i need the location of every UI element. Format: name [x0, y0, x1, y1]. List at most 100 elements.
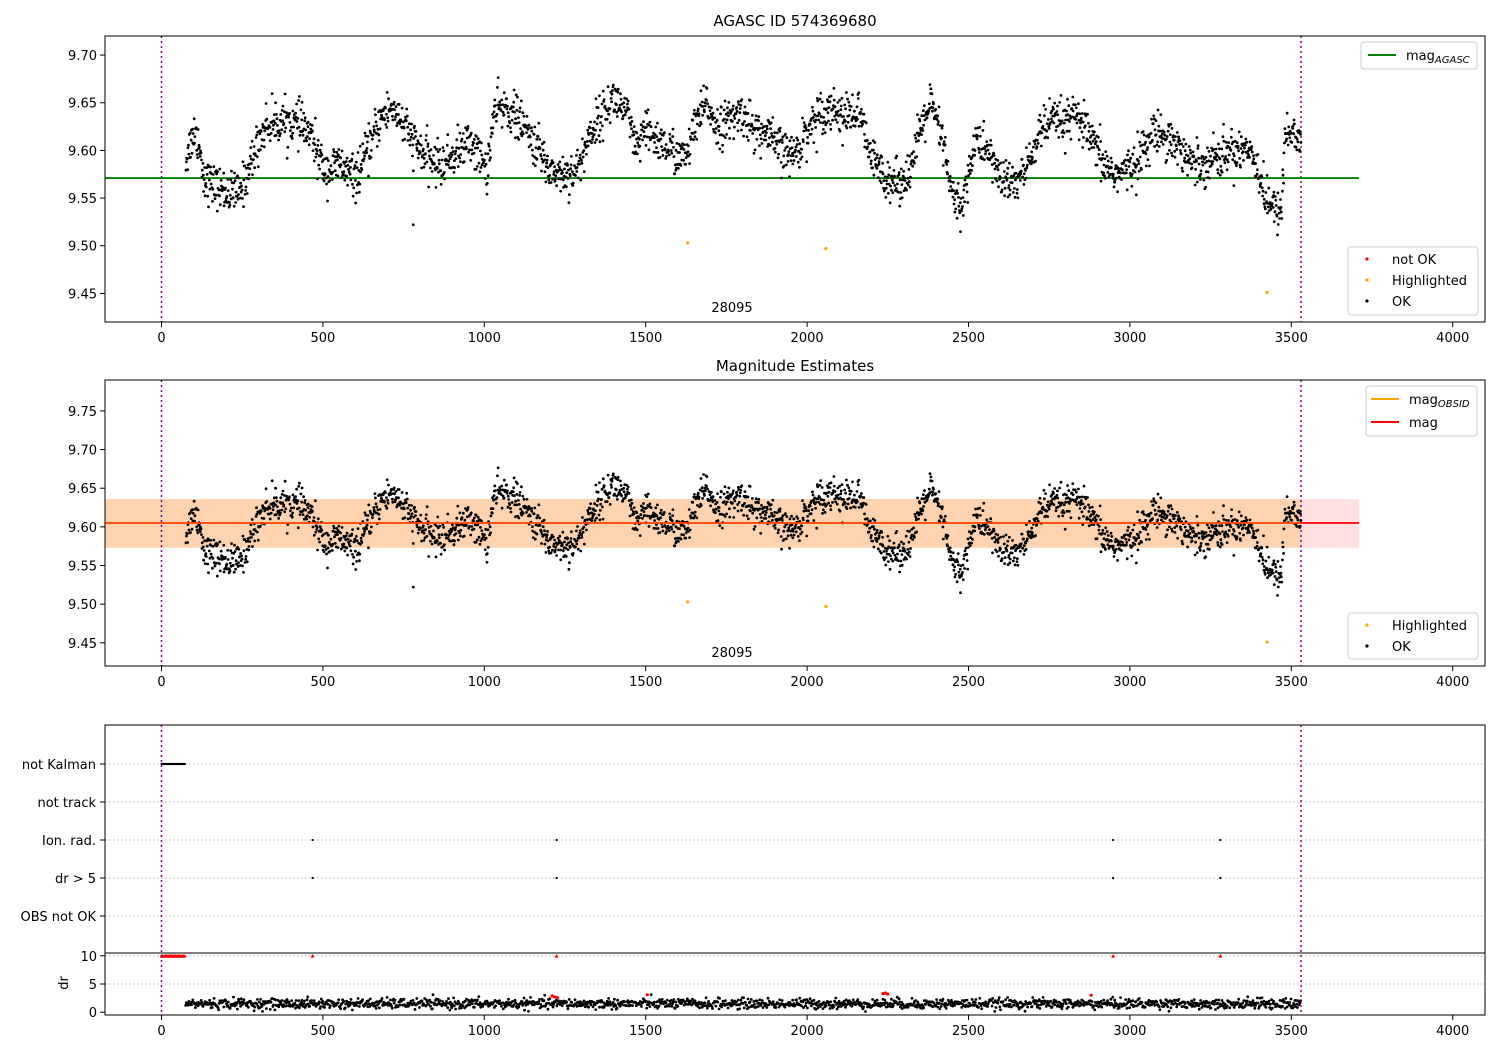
ok-point: [973, 529, 976, 533]
ok-point: [1048, 97, 1051, 100]
ok-point: [561, 155, 565, 159]
ok-point: [301, 129, 304, 133]
ok-point: [1246, 156, 1249, 159]
ok-point: [872, 525, 875, 528]
ok-point: [1265, 174, 1269, 177]
ok-point: [587, 512, 591, 516]
ok-point: [427, 185, 431, 189]
ok-point: [796, 517, 800, 520]
ok-point: [667, 529, 671, 532]
ok-point: [620, 494, 623, 498]
ok-point: [1102, 163, 1106, 167]
ok-point: [255, 506, 258, 510]
ok-point: [839, 489, 843, 493]
ok-point: [450, 528, 454, 532]
ok-point: [711, 111, 715, 115]
ok-point: [661, 133, 665, 137]
ok-point: [1077, 138, 1081, 142]
ok-point: [325, 531, 329, 535]
ok-point: [578, 536, 581, 540]
ok-point: [219, 178, 223, 182]
ok-point: [668, 132, 672, 136]
ok-point: [1202, 178, 1206, 182]
ok-point: [545, 161, 548, 165]
ok-point: [315, 525, 319, 529]
ok-point: [936, 114, 940, 118]
ok-point: [1190, 536, 1194, 540]
ok-point: [586, 128, 590, 132]
ok-point: [536, 135, 540, 138]
ok-point: [857, 124, 861, 128]
ok-point: [1077, 516, 1081, 520]
ok-point: [737, 118, 741, 122]
ok-point: [496, 474, 499, 478]
ok-point: [346, 553, 349, 557]
ok-point: [1016, 196, 1020, 200]
ok-point: [999, 547, 1002, 551]
ok-point: [718, 524, 722, 527]
ok-point: [931, 106, 935, 110]
ok-point: [1183, 531, 1187, 535]
ok-point: [285, 111, 288, 115]
ok-point: [506, 124, 510, 128]
ok-point: [435, 147, 438, 151]
ok-point: [999, 176, 1002, 180]
ok-point: [486, 545, 490, 549]
ok-point: [1036, 141, 1040, 145]
ok-point: [816, 99, 820, 103]
ok-point: [653, 141, 656, 144]
ok-point: [1124, 533, 1127, 537]
ok-point: [291, 493, 295, 497]
ok-point: [659, 508, 663, 512]
ok-point: [1040, 131, 1044, 135]
ok-point: [814, 118, 818, 122]
ok-point: [745, 135, 749, 139]
ok-point: [738, 494, 742, 498]
ok-point: [893, 546, 896, 550]
ok-point: [1237, 130, 1241, 134]
ok-point: [853, 505, 857, 509]
ok-point: [1003, 562, 1006, 565]
ok-point: [843, 501, 847, 505]
ok-point: [773, 511, 777, 514]
ok-point: [893, 174, 896, 178]
ok-point: [825, 107, 828, 111]
ok-point: [288, 121, 292, 124]
ok-point: [981, 509, 985, 512]
ok-point: [359, 170, 362, 174]
ok-point: [1074, 490, 1078, 494]
ok-point: [1081, 146, 1085, 149]
ok-point: [989, 139, 993, 142]
ok-point: [239, 552, 243, 555]
ok-point: [803, 124, 807, 127]
ok-point: [1057, 514, 1061, 518]
ok-point: [605, 117, 609, 121]
ok-point: [514, 93, 518, 97]
ok-point: [476, 515, 480, 519]
ok-point: [856, 483, 860, 487]
ok-point: [608, 107, 612, 111]
ok-point: [903, 549, 907, 553]
ok-point: [505, 483, 508, 487]
ok-point: [745, 514, 749, 518]
ok-point: [915, 155, 918, 159]
y-tick-label: 9.55: [68, 192, 97, 207]
ok-point: [454, 149, 458, 153]
ok-point: [252, 532, 255, 536]
ok-point: [240, 557, 244, 561]
ok-point: [1293, 122, 1296, 126]
ok-point: [731, 489, 735, 493]
ok-point: [934, 108, 938, 111]
ok-point: [672, 145, 675, 149]
ok-point: [196, 508, 200, 512]
ok-point: [649, 506, 653, 510]
ok-point: [1111, 172, 1115, 176]
ok-point: [849, 105, 853, 108]
ok-point: [474, 167, 478, 171]
ok-point: [1155, 143, 1159, 147]
ok-point: [1179, 152, 1183, 156]
ok-point: [233, 550, 237, 553]
ok-point: [465, 524, 468, 527]
ok-point: [235, 195, 239, 199]
ok-point: [537, 503, 541, 507]
